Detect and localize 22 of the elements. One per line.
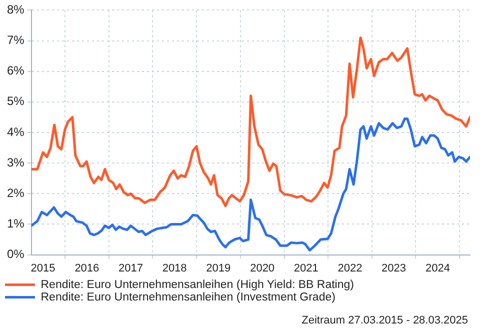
x-tick-label: 2024 <box>425 262 450 274</box>
x-tick-label: 2023 <box>382 262 406 274</box>
text: Zeitraum 27.03.2015 - 28.03.2025 <box>302 314 468 327</box>
y-tick-label: 7% <box>7 33 25 48</box>
y-tick-label: 2% <box>7 186 25 200</box>
y-tick-label: 8% <box>7 2 25 17</box>
legend-label: Rendite: Euro Unternehmensanleihen (Investment Grade) <box>40 291 336 304</box>
x-tick-label: 2017 <box>118 262 143 274</box>
legend-label: Rendite: Euro Unternehmensanleihen (High Yield: BB Rating) <box>40 278 354 291</box>
x-tick-label: 2019 <box>206 262 231 274</box>
x-tick-label: 2018 <box>162 262 187 274</box>
y-tick-label: 6% <box>7 64 25 78</box>
x-tick-label: 2021 <box>294 262 318 274</box>
y-tick-label: 1% <box>7 216 25 231</box>
x-tick-label: 2020 <box>250 262 275 274</box>
y-tick-label: 5% <box>7 94 25 108</box>
x-tick-label: 2016 <box>74 262 100 274</box>
y-tick-label: 0% <box>7 247 25 262</box>
y-tick-label: 3% <box>7 155 25 170</box>
y-tick-label: 4% <box>7 124 25 139</box>
x-tick-label: 2022 <box>338 262 362 274</box>
x-tick-label: 2015 <box>30 262 56 274</box>
